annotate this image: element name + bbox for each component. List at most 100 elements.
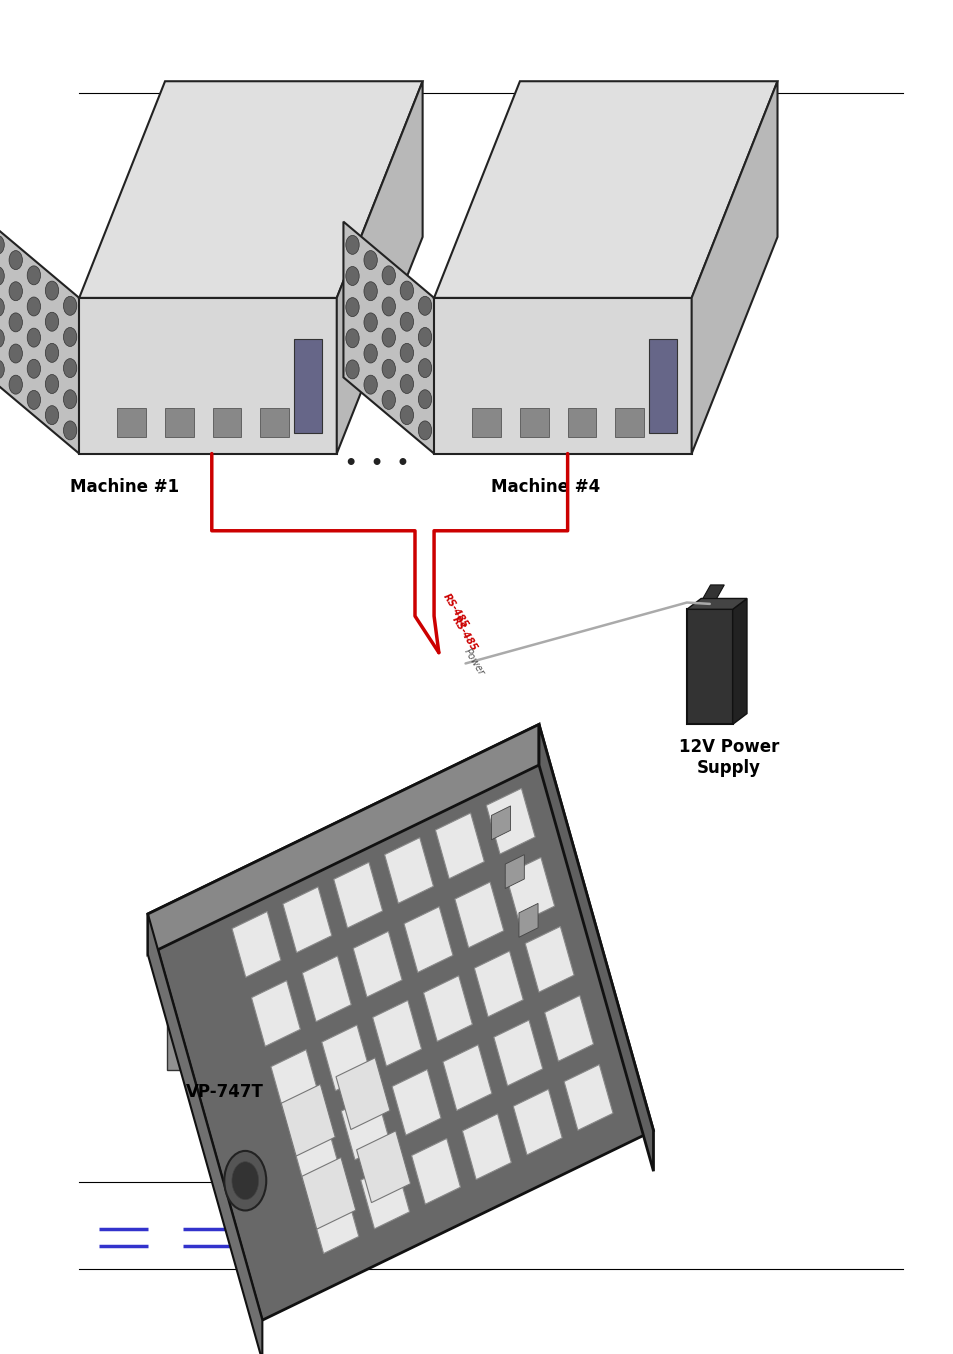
Circle shape — [27, 328, 40, 347]
Polygon shape — [434, 81, 777, 298]
Circle shape — [63, 421, 76, 440]
Circle shape — [46, 406, 59, 425]
Polygon shape — [442, 1045, 492, 1110]
Text: RS-485: RS-485 — [440, 592, 469, 630]
Circle shape — [364, 375, 376, 394]
Polygon shape — [486, 788, 535, 854]
Circle shape — [27, 359, 40, 378]
Circle shape — [0, 360, 5, 379]
Polygon shape — [353, 932, 401, 997]
Polygon shape — [691, 81, 777, 454]
Polygon shape — [518, 903, 537, 937]
Text: RS-485: RS-485 — [450, 615, 478, 653]
Polygon shape — [615, 408, 643, 437]
Circle shape — [364, 313, 376, 332]
Circle shape — [400, 406, 414, 425]
Text: Power: Power — [461, 646, 485, 677]
Circle shape — [10, 375, 23, 394]
Circle shape — [345, 360, 358, 379]
Polygon shape — [356, 1131, 410, 1202]
Polygon shape — [213, 408, 241, 437]
Circle shape — [399, 375, 414, 394]
Circle shape — [381, 297, 395, 315]
Polygon shape — [544, 995, 593, 1062]
Polygon shape — [79, 81, 422, 298]
Polygon shape — [373, 1001, 421, 1066]
Polygon shape — [455, 881, 503, 948]
Circle shape — [45, 375, 58, 394]
Polygon shape — [462, 1114, 511, 1179]
Circle shape — [224, 1151, 266, 1210]
Circle shape — [399, 282, 414, 301]
Circle shape — [345, 298, 358, 317]
Polygon shape — [567, 408, 596, 437]
Polygon shape — [563, 1064, 613, 1131]
Circle shape — [63, 390, 76, 409]
Circle shape — [63, 297, 76, 315]
Polygon shape — [435, 812, 484, 879]
Circle shape — [381, 390, 395, 409]
Circle shape — [0, 236, 5, 255]
Circle shape — [363, 344, 376, 363]
Circle shape — [27, 390, 40, 409]
Circle shape — [46, 344, 58, 363]
Polygon shape — [513, 1089, 561, 1155]
Polygon shape — [148, 914, 262, 1354]
Circle shape — [63, 359, 76, 378]
Polygon shape — [538, 724, 653, 1171]
Polygon shape — [117, 408, 146, 437]
Circle shape — [46, 282, 58, 301]
Circle shape — [417, 359, 431, 378]
Circle shape — [232, 1162, 258, 1200]
Polygon shape — [334, 862, 382, 927]
Circle shape — [10, 313, 23, 332]
Polygon shape — [392, 1070, 440, 1135]
Polygon shape — [167, 940, 253, 955]
Polygon shape — [505, 857, 554, 923]
Polygon shape — [360, 1163, 409, 1229]
Circle shape — [417, 421, 431, 440]
Polygon shape — [732, 598, 746, 724]
Polygon shape — [411, 1139, 460, 1204]
Polygon shape — [0, 222, 79, 454]
Polygon shape — [79, 298, 336, 454]
Text: VP-747T: VP-747T — [186, 1083, 264, 1101]
Polygon shape — [282, 887, 332, 953]
Polygon shape — [404, 907, 453, 972]
Circle shape — [363, 282, 376, 301]
Circle shape — [27, 265, 40, 284]
Polygon shape — [384, 838, 433, 903]
Polygon shape — [165, 408, 193, 437]
Polygon shape — [167, 955, 233, 1070]
Polygon shape — [423, 976, 472, 1041]
Polygon shape — [335, 1057, 390, 1129]
Polygon shape — [434, 298, 691, 454]
Circle shape — [364, 250, 376, 269]
Polygon shape — [148, 724, 653, 1320]
Circle shape — [399, 344, 414, 363]
Circle shape — [0, 267, 5, 286]
Circle shape — [0, 329, 5, 348]
Text: Machine #4: Machine #4 — [491, 478, 600, 496]
Polygon shape — [252, 980, 300, 1047]
Polygon shape — [472, 408, 500, 437]
Polygon shape — [519, 408, 548, 437]
Polygon shape — [294, 338, 322, 433]
Polygon shape — [301, 1158, 355, 1229]
Circle shape — [0, 298, 5, 317]
Polygon shape — [321, 1025, 371, 1091]
Circle shape — [381, 328, 395, 347]
Polygon shape — [357, 955, 424, 1070]
Circle shape — [399, 313, 414, 332]
Polygon shape — [343, 222, 434, 454]
Polygon shape — [505, 854, 524, 888]
Circle shape — [381, 359, 395, 378]
Polygon shape — [290, 1118, 339, 1185]
Polygon shape — [648, 338, 677, 433]
Polygon shape — [524, 926, 574, 992]
Polygon shape — [491, 806, 510, 839]
Circle shape — [10, 250, 23, 269]
Circle shape — [63, 328, 76, 347]
Polygon shape — [260, 408, 289, 437]
Polygon shape — [686, 598, 746, 609]
